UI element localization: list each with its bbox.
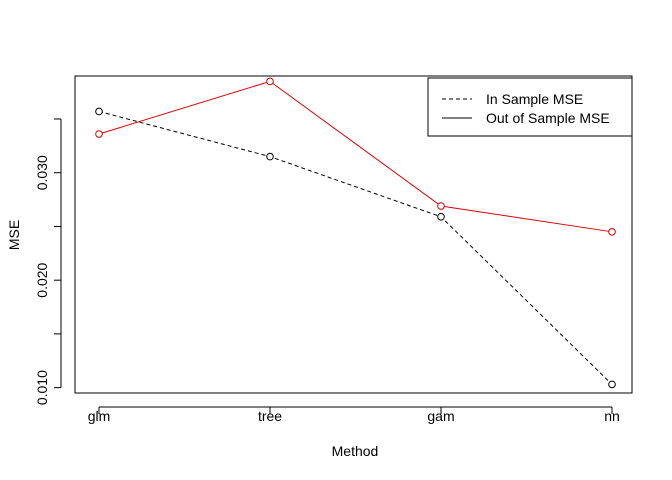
series-line: [98, 110, 613, 385]
y-tick-label: 0.030: [34, 155, 50, 190]
data-point: [608, 228, 616, 236]
data-point: [437, 212, 445, 221]
x-axis-label: Method: [332, 443, 379, 459]
y-axis-label: MSE: [6, 220, 22, 250]
legend-in-sample-label: In Sample MSE: [486, 91, 583, 107]
data-point: [95, 130, 103, 138]
x-tick-label: gam: [427, 408, 454, 424]
legend-box: [427, 77, 633, 137]
series-line: [98, 80, 613, 233]
x-tick-label: tree: [258, 408, 282, 424]
y-axis: 0.010 0.020 0.030: [34, 118, 62, 405]
legend: In Sample MSE Out of Sample MSE: [427, 77, 633, 137]
x-axis: glm tree gam nn: [88, 406, 620, 424]
data-point: [266, 77, 274, 86]
x-tick-label: glm: [88, 408, 111, 424]
series-layer: [95, 77, 616, 389]
series-in-sample: [95, 107, 616, 389]
data-point: [95, 107, 103, 116]
data-point: [266, 152, 274, 161]
x-tick-label: nn: [604, 408, 620, 424]
data-point: [608, 380, 616, 389]
legend-out-sample-label: Out of Sample MSE: [486, 110, 610, 126]
y-tick-label: 0.020: [34, 262, 50, 297]
series-out-of-sample: [95, 77, 616, 236]
y-tick-label: 0.010: [34, 370, 50, 405]
data-point: [437, 202, 445, 210]
plot-frame: [74, 75, 633, 394]
